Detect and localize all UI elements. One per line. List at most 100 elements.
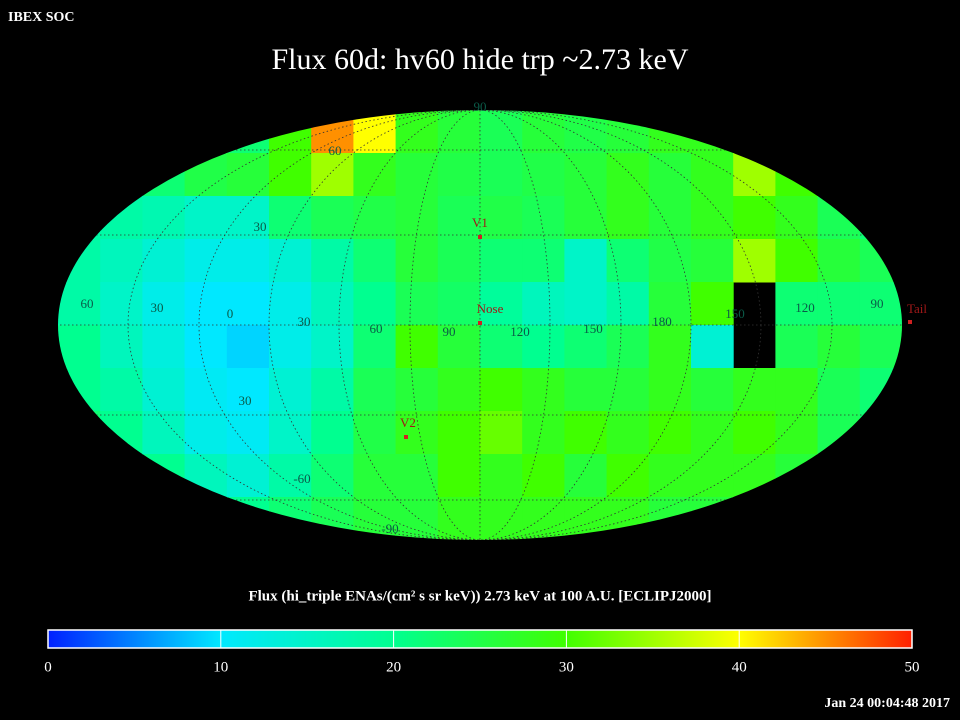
flux-cell [184, 411, 228, 455]
flux-cell [522, 368, 565, 412]
flux-cell [437, 110, 481, 154]
grid-label: 180 [652, 314, 672, 329]
flux-cell [58, 153, 101, 197]
grid-label: 150 [583, 321, 603, 336]
colorbar-tick-label: 10 [213, 659, 228, 675]
flux-cell [311, 368, 354, 412]
flux-cell [58, 282, 101, 326]
flux-cell [353, 411, 397, 455]
flux-cell [606, 153, 650, 197]
flux-cell [226, 239, 270, 283]
flux-cell [480, 239, 523, 283]
flux-cell [311, 325, 354, 369]
flux-cell [480, 454, 523, 498]
flux-cell [184, 196, 228, 240]
flux-cell [480, 411, 523, 455]
flux-cell [184, 282, 228, 326]
grid-label: 60 [370, 321, 383, 336]
flux-cell [859, 196, 902, 240]
flux-cell [733, 196, 776, 240]
flux-cell [691, 239, 734, 283]
colorbar-label: Flux (hi_triple ENAs/(cm² s sr keV)) 2.7… [248, 588, 711, 604]
flux-cell [691, 368, 734, 412]
title: Flux 60d: hv60 hide trp ~2.73 keV [271, 43, 688, 76]
flux-cell [100, 239, 143, 283]
colorbar-tick-label: 0 [44, 659, 52, 675]
flux-cell [100, 325, 143, 369]
flux-cell [184, 110, 228, 154]
flux-cell [733, 110, 776, 154]
grid-label: 90 [443, 324, 456, 339]
flux-cell [733, 454, 776, 498]
flux-cell [142, 497, 186, 540]
flux-cell [648, 454, 692, 498]
flux-cell [859, 454, 902, 498]
flux-cell [58, 239, 101, 283]
flux-cell [269, 497, 312, 540]
flux-cell [522, 282, 565, 326]
flux-cell [142, 239, 186, 283]
flux-cell [142, 196, 186, 240]
flux-cell [648, 368, 692, 412]
flux-cell [184, 497, 228, 540]
flux-cell [395, 239, 439, 283]
flux-cell [522, 411, 565, 455]
flux-cell [817, 110, 861, 154]
flux-cell [395, 368, 439, 412]
flux-cell [817, 454, 861, 498]
colorbar-ticks: 0 10 20 30 40 50 [44, 630, 920, 675]
flux-cell [353, 454, 397, 498]
grid-label: -90 [381, 521, 398, 536]
flux-cell [775, 497, 819, 540]
marker-label: Nose [477, 301, 504, 316]
timestamp: Jan 24 00:04:48 2017 [824, 696, 950, 711]
flux-cell [775, 110, 819, 154]
flux-cell [437, 454, 481, 498]
flux-cell [480, 282, 523, 326]
flux-cell [353, 368, 397, 412]
flux-cell [142, 110, 186, 154]
flux-cell [606, 368, 650, 412]
colorbar [47, 629, 913, 649]
flux-cell [817, 411, 861, 455]
flux-cell [353, 282, 397, 326]
colorbar-tick-label: 30 [559, 659, 574, 675]
grid-label: 60 [329, 143, 342, 158]
colorbar-tick-label: 40 [732, 659, 747, 675]
flux-cell [100, 196, 143, 240]
flux-cell [564, 282, 608, 326]
flux-cell [100, 454, 143, 498]
grid-label: 60 [81, 296, 94, 311]
flux-cell [648, 239, 692, 283]
marker [478, 321, 482, 325]
flux-cell [100, 110, 143, 154]
flux-cell [859, 239, 902, 283]
flux-cell [437, 153, 481, 197]
flux-cell [437, 368, 481, 412]
flux-cell [311, 196, 354, 240]
flux-cell [859, 282, 902, 326]
flux-cell [269, 153, 312, 197]
flux-cell [859, 368, 902, 412]
flux-cell [226, 411, 270, 455]
grid-label: 30 [239, 393, 252, 408]
flux-cell [859, 497, 902, 540]
flux-cell [606, 196, 650, 240]
flux-cell [395, 497, 439, 540]
flux-cell [691, 411, 734, 455]
flux-cell [269, 239, 312, 283]
flux-cell [226, 282, 270, 326]
marker-label: V1 [472, 215, 488, 230]
marker-label: Tail [907, 301, 927, 316]
flux-cell [100, 497, 143, 540]
flux-cell [817, 153, 861, 197]
flux-cell [58, 411, 101, 455]
flux-cell [775, 239, 819, 283]
flux-cell [395, 325, 439, 369]
flux-cell [100, 411, 143, 455]
colorbar-tick-label: 50 [905, 659, 920, 675]
flux-cell [564, 325, 608, 369]
flux-cell [311, 239, 354, 283]
grid-label: 30 [151, 300, 164, 315]
flux-cell [691, 110, 734, 154]
